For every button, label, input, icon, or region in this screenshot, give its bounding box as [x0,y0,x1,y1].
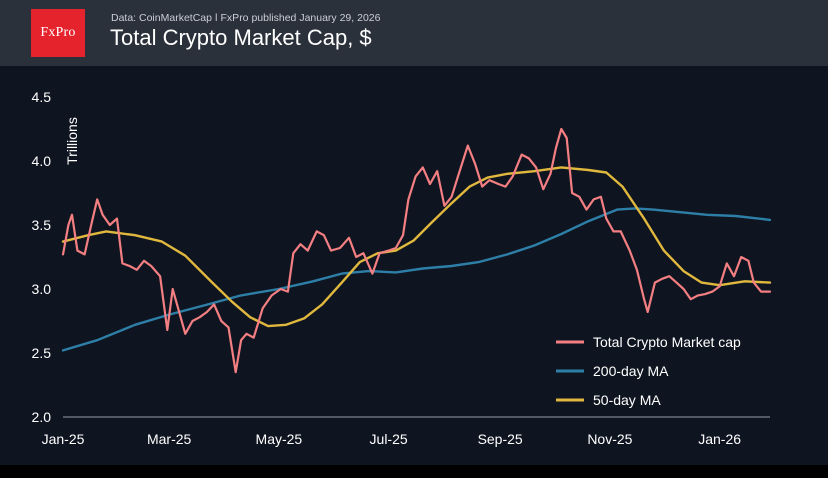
ma50-line [61,166,772,328]
x-tick-label: Nov-25 [587,431,632,447]
legend-label: Total Crypto Market cap [593,334,741,350]
chart-title: Total Crypto Market Cap, $ [110,25,372,50]
market-cap-line [61,127,772,374]
y-tick-label: 4.0 [32,153,52,169]
y-tick-label: 2.5 [32,345,52,361]
y-tick-label: 3.5 [32,217,52,233]
y-tick-label: 2.0 [32,409,52,425]
series-layer [61,127,772,374]
ma200-line [61,207,772,352]
legend-ma50: 50-day MA [556,392,661,408]
x-tick-label: May-25 [256,431,303,447]
logo-text: FxPro [40,25,76,40]
data-source-line: Data: CoinMarketCap ǀ FxPro published Ja… [111,12,381,24]
legend-label: 50-day MA [593,392,661,408]
fxpro-logo: FxPro [31,9,85,57]
y-tick-label: 3.0 [32,281,52,297]
y-axis-label: Trillions [64,117,80,165]
chart-header: FxPro Data: CoinMarketCap ǀ FxPro publis… [0,0,828,66]
legend-market-cap: Total Crypto Market cap [556,334,741,350]
y-tick-label: 4.5 [32,89,52,105]
grid-layer: 2.0 2.5 3.0 3.5 4.0 4.5 Jan-25 Mar-25 May-25 Jul-… [32,89,770,447]
line-chart: 2.0 2.5 3.0 3.5 4.0 4.5 Jan-25 Mar-25 May-25 Jul-… [32,89,772,447]
x-tick-label: Jul-25 [370,431,408,447]
bottom-bar [0,465,828,478]
x-tick-label: Sep-25 [478,431,523,447]
x-tick-label: Mar-25 [147,431,192,447]
x-tick-label: Jan-26 [698,431,741,447]
legend-ma200: 200-day MA [556,363,669,379]
legend-label: 200-day MA [593,363,669,379]
legend: Total Crypto Market cap 200-day MA 50-day … [556,334,741,408]
x-tick-label: Jan-25 [42,431,85,447]
